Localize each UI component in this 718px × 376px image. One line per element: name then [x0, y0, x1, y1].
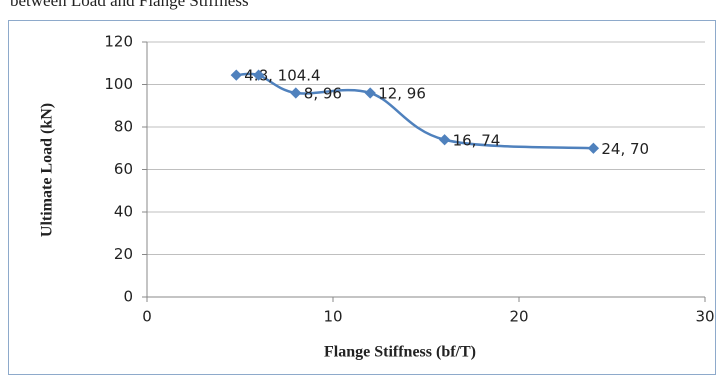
y-tick-label: 40	[114, 203, 133, 221]
y-axis-title: Ultimate Load (kN)	[39, 103, 56, 237]
y-tick-label: 100	[104, 75, 133, 93]
caption: between Load and Flange Stiffness	[10, 0, 249, 10]
data-label: 24, 70	[601, 140, 649, 158]
data-label: 12, 96	[378, 85, 426, 103]
x-tick-label: 10	[323, 308, 342, 326]
y-tick-label: 0	[123, 288, 133, 306]
data-point	[438, 134, 451, 146]
y-tick-label: 80	[114, 118, 133, 136]
y-tick-label: 120	[104, 33, 133, 51]
data-label: 16, 74	[453, 131, 501, 149]
data-label: 4.8, 104.4	[244, 67, 320, 85]
chart-border	[8, 20, 716, 375]
y-tick-label: 20	[114, 245, 133, 263]
x-tick-label: 20	[509, 308, 528, 326]
y-tick-label: 60	[114, 160, 133, 178]
data-point	[290, 87, 302, 99]
x-tick-label: 0	[142, 308, 152, 326]
data-point	[587, 142, 600, 154]
data-point	[230, 69, 242, 81]
x-tick-label: 30	[695, 308, 714, 326]
x-axis-title: Flange Stiffness (bf/T)	[324, 344, 476, 361]
data-label: 8, 96	[304, 85, 342, 103]
data-point	[364, 87, 376, 99]
